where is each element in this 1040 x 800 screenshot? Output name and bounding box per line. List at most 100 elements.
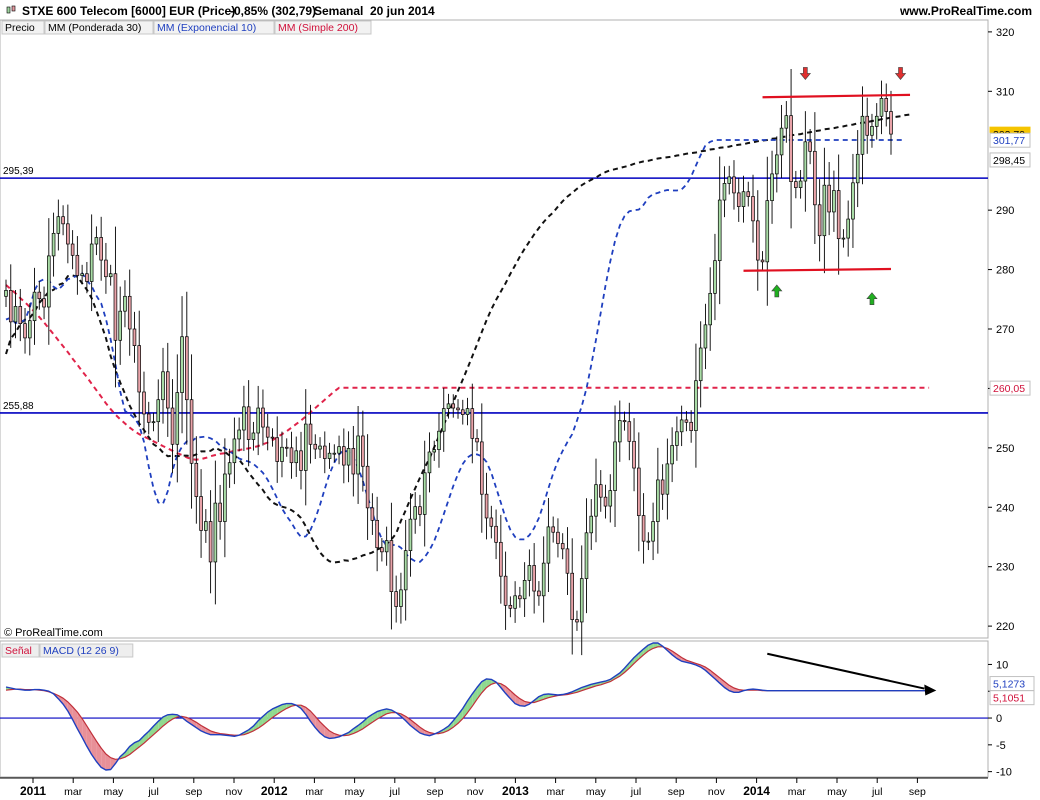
candle xyxy=(437,430,441,450)
candle xyxy=(256,407,260,434)
candle xyxy=(280,446,284,462)
candle xyxy=(598,484,603,498)
candle xyxy=(694,380,698,431)
x-tick-label: 2014 xyxy=(743,784,770,798)
price-panel[interactable] xyxy=(0,19,989,639)
macd-fill xyxy=(724,681,730,691)
candle xyxy=(165,371,170,409)
macd-badge-label: 5,1273 xyxy=(993,679,1025,691)
x-tick-label: jul xyxy=(389,786,401,798)
candle xyxy=(637,467,641,516)
timeframe: Semanal xyxy=(314,4,364,18)
macd-panel[interactable] xyxy=(0,640,989,778)
candle xyxy=(151,421,156,424)
candle xyxy=(123,295,127,312)
candle xyxy=(299,450,303,471)
candle xyxy=(865,115,869,136)
macd-fill xyxy=(329,730,335,739)
candle xyxy=(132,328,137,346)
candle xyxy=(846,218,850,239)
candle xyxy=(794,181,798,188)
candle xyxy=(675,431,679,446)
macd-fill xyxy=(167,714,173,723)
macd-fill xyxy=(110,757,116,770)
candle xyxy=(156,399,161,423)
candle xyxy=(318,445,322,450)
macd-fill xyxy=(405,716,411,726)
candle xyxy=(170,407,175,445)
site-link[interactable]: www.ProRealTime.com xyxy=(899,4,1032,18)
candle xyxy=(13,306,18,323)
macd-fill xyxy=(481,678,487,693)
x-tick-label: may xyxy=(103,786,124,798)
macd-legend-label: Señal xyxy=(5,645,32,657)
support-level-label: 255,88 xyxy=(3,401,34,412)
candle xyxy=(18,306,23,325)
candle xyxy=(717,199,722,262)
candle xyxy=(627,421,632,442)
candle xyxy=(284,446,289,449)
candle xyxy=(813,150,817,206)
candle xyxy=(56,216,61,234)
candle xyxy=(832,190,836,213)
price-tick-label: 290 xyxy=(996,205,1014,217)
candle xyxy=(270,436,275,439)
x-tick-label: jul xyxy=(630,786,642,798)
x-tick-label: sep xyxy=(668,786,685,798)
x-tick-label: nov xyxy=(708,786,726,798)
candle xyxy=(313,443,318,450)
ema10-path xyxy=(5,139,906,563)
candle xyxy=(741,191,746,207)
candle xyxy=(75,254,80,276)
macd-fill xyxy=(196,722,202,731)
candle xyxy=(513,595,517,609)
candle xyxy=(589,515,594,534)
candle xyxy=(223,473,227,522)
candle xyxy=(332,452,337,455)
candle xyxy=(698,347,703,382)
macd-fill xyxy=(277,704,282,715)
candlestick-icon xyxy=(6,5,16,14)
candle xyxy=(684,419,689,423)
x-tick-label: sep xyxy=(427,786,444,798)
candle xyxy=(708,292,712,326)
legend-label: Precio xyxy=(5,22,35,34)
candle xyxy=(475,437,479,443)
candle xyxy=(375,519,379,549)
candle xyxy=(660,479,665,495)
price-badge xyxy=(989,152,1031,168)
candles xyxy=(4,68,893,656)
x-tick-label: jul xyxy=(147,786,159,798)
candle xyxy=(879,98,884,117)
candle xyxy=(85,273,89,282)
candle xyxy=(560,543,565,550)
candle xyxy=(137,345,142,393)
macd-legend-label: MACD (12 26 9) xyxy=(43,645,119,657)
candle xyxy=(646,540,651,543)
macd-fill xyxy=(672,651,677,659)
candle xyxy=(632,440,636,469)
candle xyxy=(146,413,151,423)
candle xyxy=(499,541,503,577)
candle xyxy=(194,462,199,497)
macd-tick-label: -5 xyxy=(996,740,1006,752)
candle xyxy=(32,291,37,322)
trend-line xyxy=(762,93,911,99)
legend-item xyxy=(44,20,154,35)
candle xyxy=(246,406,251,440)
candle xyxy=(713,260,717,294)
candle xyxy=(251,432,256,440)
candle xyxy=(527,565,532,581)
arrow-down-icon xyxy=(799,67,811,80)
candle xyxy=(732,176,736,194)
candle xyxy=(422,472,427,515)
macd-fill xyxy=(733,688,739,693)
candle xyxy=(361,435,365,467)
macd-fill xyxy=(624,662,630,673)
macd-line-path xyxy=(5,642,934,771)
candle xyxy=(70,243,75,256)
candle xyxy=(185,336,189,401)
candle xyxy=(860,115,865,155)
price-badge xyxy=(989,132,1031,148)
